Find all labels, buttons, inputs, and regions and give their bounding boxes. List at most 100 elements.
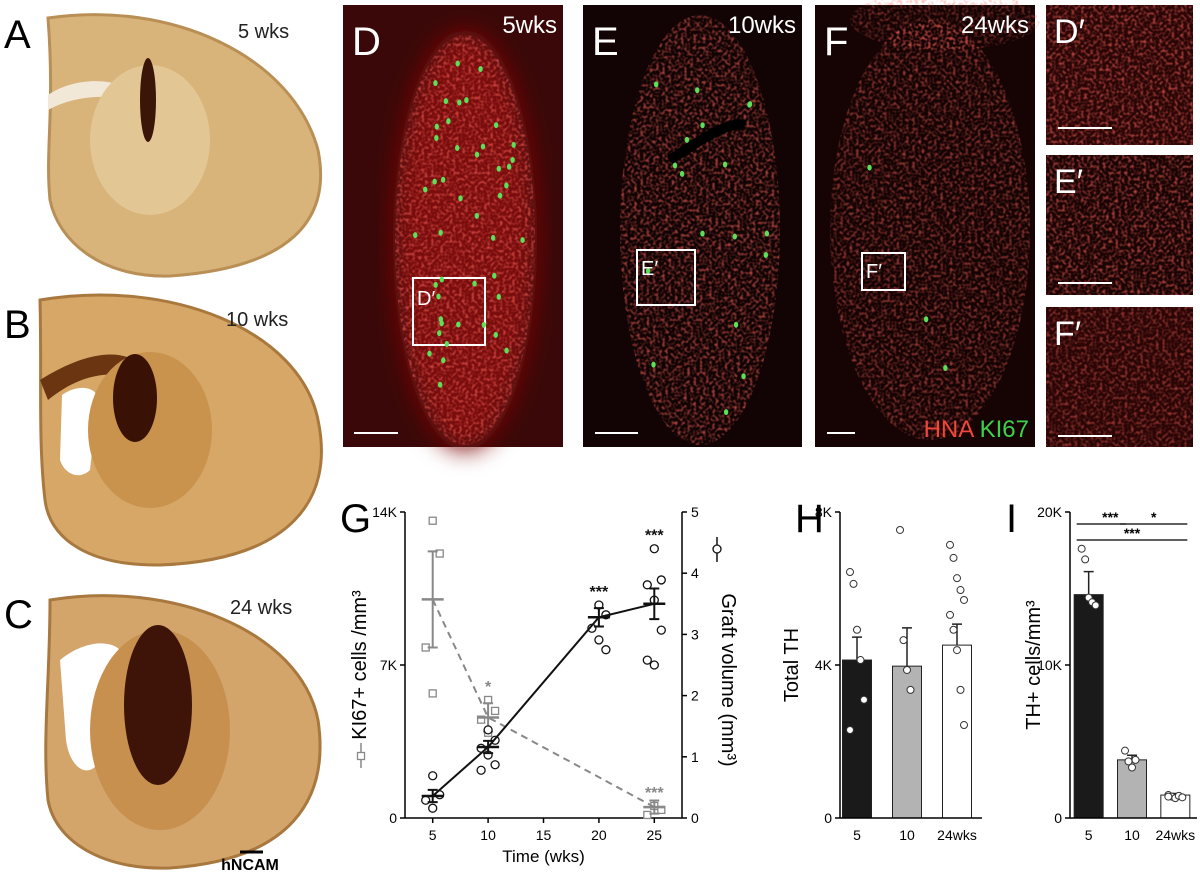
ki67-cell: [763, 251, 769, 258]
ki67-cell: [432, 178, 437, 185]
inset-d: [1046, 5, 1193, 145]
y-tick-label: 4K: [815, 657, 833, 673]
data-point: [649, 660, 659, 670]
y-tick-label: 20K: [1037, 504, 1063, 520]
x-tick-label: 10: [899, 827, 915, 843]
data-point: [846, 568, 854, 577]
y-tick-label: 10K: [1037, 657, 1063, 673]
panel-caption: 5wks: [502, 12, 557, 39]
panel-label: D: [352, 20, 381, 64]
ki67-cell: [427, 350, 432, 357]
panel-label: G: [340, 497, 371, 541]
ki67-cell: [446, 118, 451, 125]
y-tick-label: 0: [389, 810, 397, 826]
panel-label: B: [4, 303, 31, 347]
ki67-cell: [700, 230, 705, 237]
ki67-cell: [684, 136, 690, 143]
ki67-cell: [444, 340, 449, 347]
inset-label: E′: [1054, 163, 1083, 201]
panel-label: H: [795, 497, 824, 541]
brain-section-a: [46, 13, 323, 278]
y-tick-label: 0: [1054, 810, 1062, 826]
panel-caption: 24 wks: [230, 597, 292, 619]
y-tick-label: 14K: [372, 504, 398, 520]
ki67-cell: [443, 98, 449, 105]
y2-tick-label: 1: [691, 749, 699, 765]
ki67-cell: [700, 122, 705, 129]
inset-label: D′: [1054, 13, 1085, 51]
data-point: [656, 625, 666, 635]
data-point: [853, 625, 861, 634]
box-label: E′: [641, 258, 658, 280]
panel-caption: 5 wks: [238, 21, 289, 43]
ki67-cell: [672, 162, 678, 169]
ki67-cell: [943, 365, 948, 372]
data-point: [1081, 555, 1090, 564]
y-tick-label: 7K: [380, 657, 398, 673]
ki67-cell: [867, 164, 872, 171]
data-point: [849, 579, 858, 588]
ki67-cell: [474, 151, 480, 158]
inset-f: [1046, 307, 1193, 447]
ki67-cell: [679, 170, 685, 177]
ki67-cell: [496, 165, 501, 172]
significance: *: [1151, 509, 1157, 525]
data-point: [476, 715, 486, 724]
ki67-cell: [456, 321, 461, 328]
ki67-cell: [457, 99, 462, 106]
data-point: [946, 540, 954, 549]
ki67-cell: [741, 373, 746, 380]
series-line: [432, 602, 655, 797]
data-point: [642, 655, 652, 665]
data-point: [1178, 793, 1187, 802]
ki67-cell: [493, 331, 499, 338]
ki67-cell: [510, 156, 515, 163]
x-tick-label: 10: [1124, 827, 1140, 843]
ki67-cell: [733, 321, 739, 328]
ki67-cell: [747, 101, 753, 108]
ki67-cell: [520, 237, 525, 244]
ki67-cell: [722, 161, 728, 168]
data-point: [960, 721, 968, 730]
x-axis-label: Time (wks): [502, 847, 584, 866]
ki67-cell: [433, 281, 438, 288]
bar: [942, 644, 972, 819]
significance: *: [485, 679, 492, 696]
ki67-cell: [764, 230, 770, 237]
data-point: [1164, 792, 1173, 801]
micrograph-e: [583, 5, 802, 447]
ki67-cell: [497, 192, 503, 199]
data-point: [490, 760, 500, 770]
data-point: [643, 810, 652, 820]
data-point: [490, 706, 500, 716]
data-point: [1121, 746, 1129, 755]
ki67-cell: [437, 381, 443, 388]
data-point: [903, 665, 911, 674]
significance: ***: [1124, 525, 1141, 541]
y2-tick-label: 4: [691, 565, 699, 581]
data-point: [649, 544, 659, 554]
y-axis-label: Total TH: [781, 628, 803, 702]
ki67-cell: [413, 232, 418, 239]
y-tick-label: 8K: [815, 504, 833, 520]
x-tick-label: 20: [591, 827, 607, 843]
ki67-cell: [653, 81, 659, 88]
y-tick-label: 0: [824, 810, 832, 826]
ki67-cell: [436, 293, 441, 300]
y2-axis-label: Graft volume (mm³): [717, 593, 739, 766]
x-tick-label: 5: [429, 827, 437, 843]
x-tick-label: 5: [1085, 827, 1093, 843]
data-point: [856, 656, 865, 665]
y2-tick-label: 5: [691, 504, 699, 520]
ki67-cell: [732, 233, 738, 240]
data-point: [896, 525, 904, 534]
ki67-cell: [645, 268, 651, 275]
ki67-cell: [480, 143, 486, 150]
ki67-cell: [490, 234, 496, 241]
ki67-cell: [504, 182, 509, 189]
ki67-cell: [496, 293, 501, 300]
ki67-cell: [651, 361, 656, 368]
ki67-cell: [458, 195, 463, 202]
x-tick-label: 25: [647, 827, 663, 843]
